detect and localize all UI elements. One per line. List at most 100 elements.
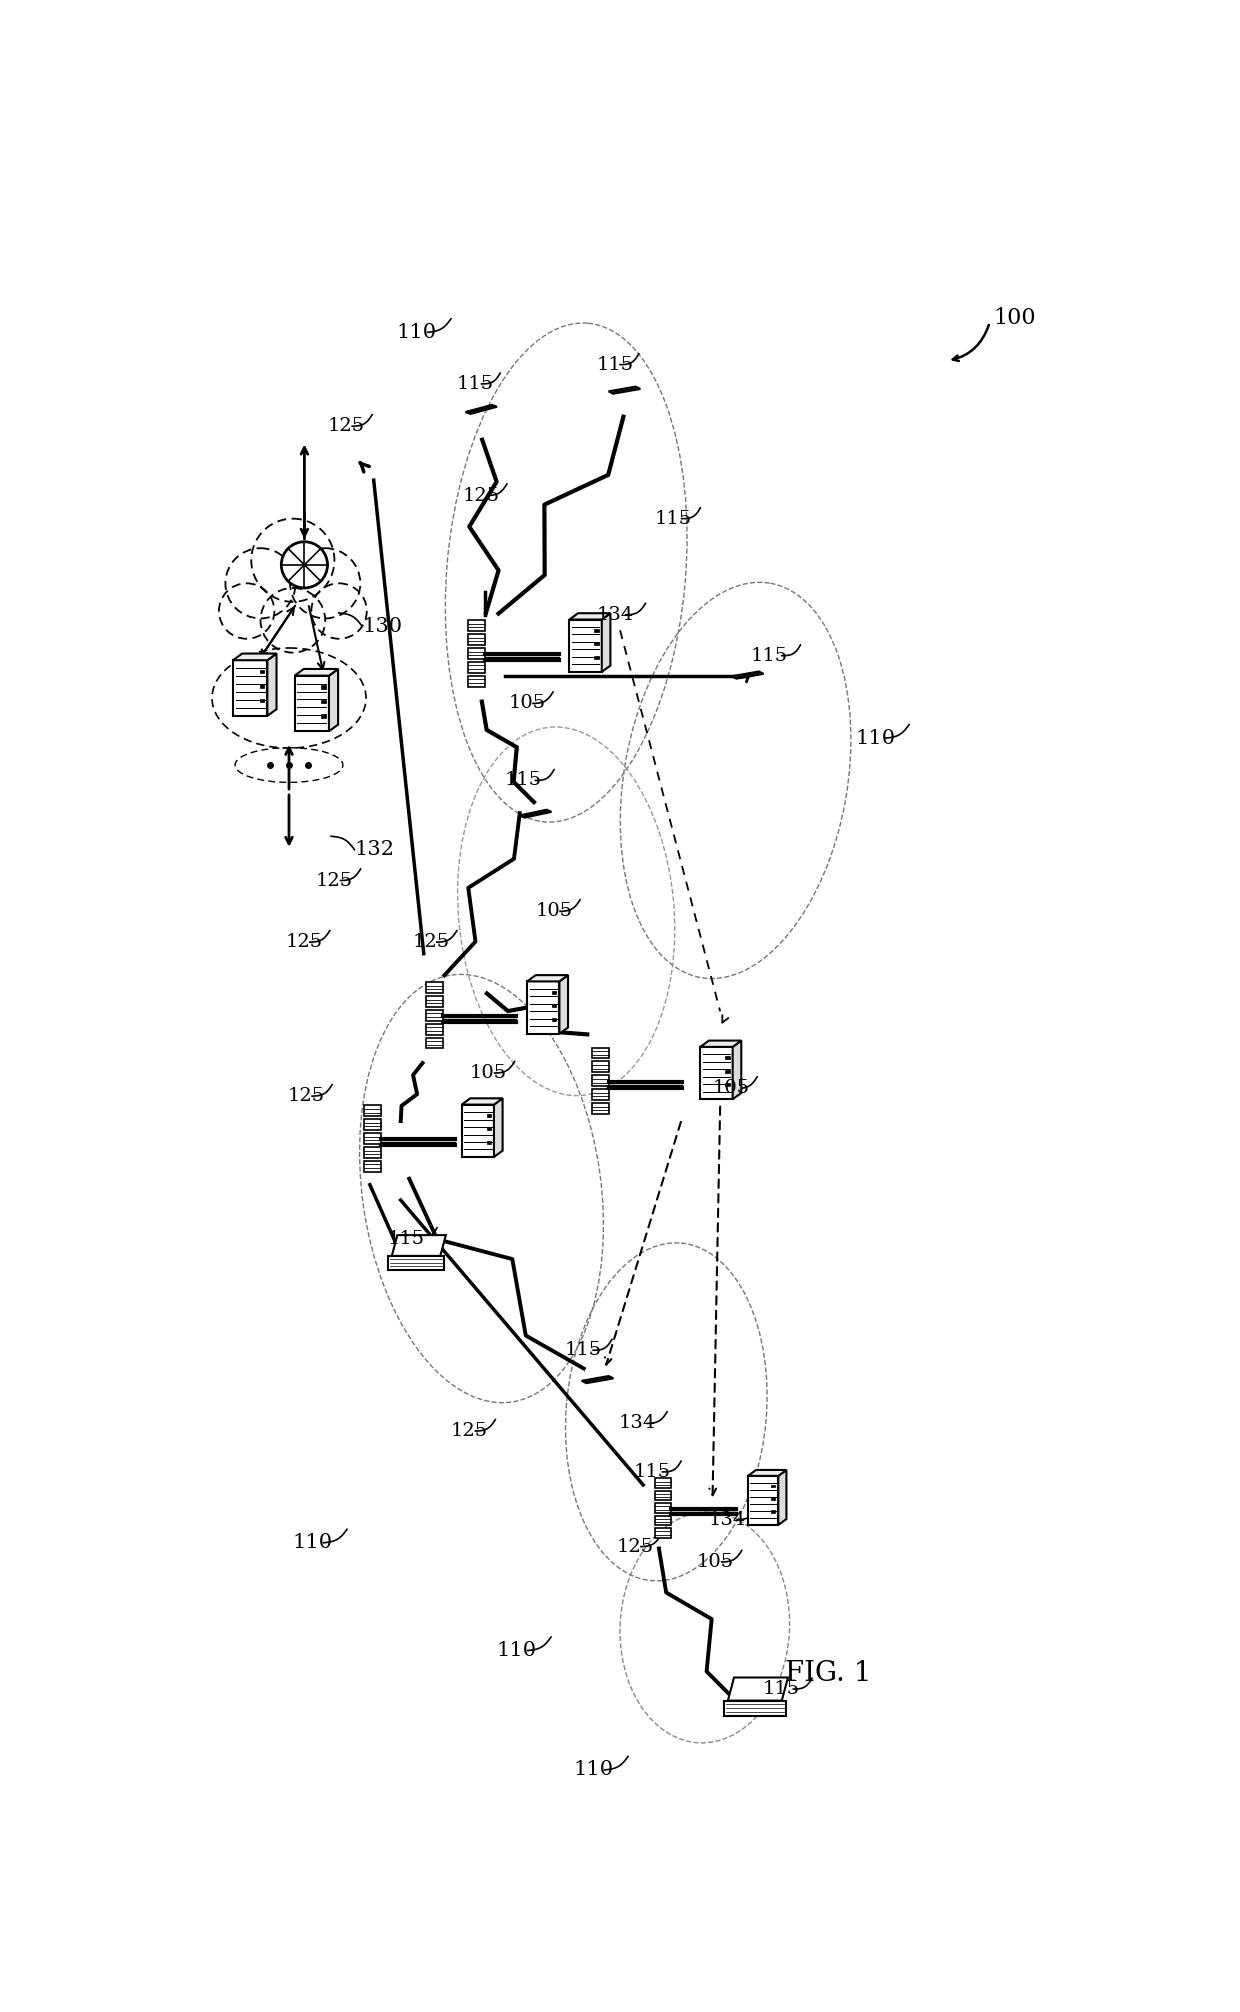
Bar (321, 714, 326, 718)
Polygon shape (611, 388, 639, 392)
Polygon shape (233, 654, 277, 660)
Text: FIG. 1: FIG. 1 (785, 1660, 872, 1688)
Polygon shape (329, 668, 339, 730)
Bar (701, 1046, 733, 1099)
Text: 115: 115 (634, 1463, 671, 1481)
Polygon shape (584, 1376, 611, 1382)
Bar (591, 1088, 609, 1101)
Polygon shape (728, 1678, 787, 1700)
Bar (655, 1529, 671, 1537)
Bar (591, 1062, 609, 1072)
Bar (552, 990, 557, 994)
Polygon shape (494, 1099, 502, 1157)
Polygon shape (268, 654, 277, 716)
Bar (427, 1024, 443, 1034)
Text: 134: 134 (596, 606, 634, 624)
Polygon shape (559, 976, 568, 1034)
Text: 115: 115 (505, 771, 542, 789)
Text: 105: 105 (697, 1553, 734, 1571)
Text: 115: 115 (456, 374, 494, 392)
Polygon shape (732, 672, 764, 678)
Bar (259, 670, 264, 674)
Text: 134: 134 (619, 1414, 656, 1433)
Bar (388, 1255, 444, 1270)
Polygon shape (733, 1040, 742, 1099)
Text: 125: 125 (450, 1422, 487, 1441)
Text: 134: 134 (708, 1511, 746, 1529)
Polygon shape (461, 1099, 502, 1105)
Bar (486, 1115, 491, 1117)
Bar (469, 620, 485, 632)
Bar (427, 996, 443, 1006)
Bar (486, 1127, 491, 1131)
Text: 125: 125 (327, 416, 365, 435)
Bar (594, 656, 599, 660)
Polygon shape (467, 406, 495, 412)
Text: 115: 115 (751, 646, 789, 664)
Bar (591, 1048, 609, 1058)
Bar (321, 700, 326, 702)
Bar (365, 1161, 382, 1171)
Bar (259, 684, 264, 688)
Bar (725, 1070, 729, 1072)
Polygon shape (520, 809, 552, 817)
Bar (427, 1010, 443, 1020)
Text: 115: 115 (655, 509, 692, 527)
Text: 115: 115 (388, 1229, 424, 1247)
Polygon shape (609, 386, 640, 394)
Bar (771, 1497, 775, 1501)
Bar (469, 648, 485, 658)
Polygon shape (527, 976, 568, 982)
Polygon shape (392, 1235, 446, 1255)
Text: 105: 105 (713, 1080, 750, 1097)
Polygon shape (295, 668, 339, 676)
Bar (724, 1700, 786, 1716)
Polygon shape (701, 1040, 742, 1046)
Bar (427, 1038, 443, 1048)
Bar (233, 660, 268, 716)
Bar (365, 1147, 382, 1157)
Bar (725, 1056, 729, 1058)
Bar (594, 642, 599, 646)
Polygon shape (569, 614, 610, 620)
Bar (321, 686, 326, 688)
Text: 125: 125 (288, 1086, 325, 1105)
Bar (655, 1515, 671, 1525)
Bar (594, 630, 599, 632)
Bar (725, 1082, 729, 1086)
Bar (552, 1004, 557, 1008)
Polygon shape (522, 811, 549, 817)
Text: 115: 115 (763, 1680, 800, 1698)
Text: 125: 125 (316, 871, 353, 889)
Text: 105: 105 (536, 901, 573, 919)
Text: 115: 115 (596, 356, 634, 374)
Bar (748, 1477, 779, 1525)
Polygon shape (601, 614, 610, 672)
Polygon shape (748, 1471, 786, 1477)
Text: 110: 110 (293, 1533, 334, 1551)
Bar (259, 698, 264, 702)
Bar (655, 1491, 671, 1501)
Polygon shape (734, 672, 761, 678)
Bar (295, 676, 329, 730)
Bar (591, 1103, 609, 1115)
Bar (365, 1105, 382, 1117)
Text: 105: 105 (470, 1064, 507, 1082)
Text: 125: 125 (616, 1537, 653, 1555)
Text: 132: 132 (355, 841, 394, 859)
Text: 130: 130 (362, 618, 402, 636)
Bar (771, 1485, 775, 1487)
Bar (469, 676, 485, 686)
Text: 110: 110 (497, 1642, 537, 1660)
Bar (552, 1018, 557, 1020)
Bar (527, 982, 559, 1034)
Bar (365, 1133, 382, 1145)
Bar (461, 1105, 494, 1157)
Text: 105: 105 (508, 694, 546, 712)
Text: 115: 115 (564, 1342, 601, 1360)
Polygon shape (779, 1471, 786, 1525)
Bar (427, 982, 443, 994)
Bar (655, 1503, 671, 1513)
Bar (655, 1479, 671, 1489)
Bar (569, 620, 601, 672)
